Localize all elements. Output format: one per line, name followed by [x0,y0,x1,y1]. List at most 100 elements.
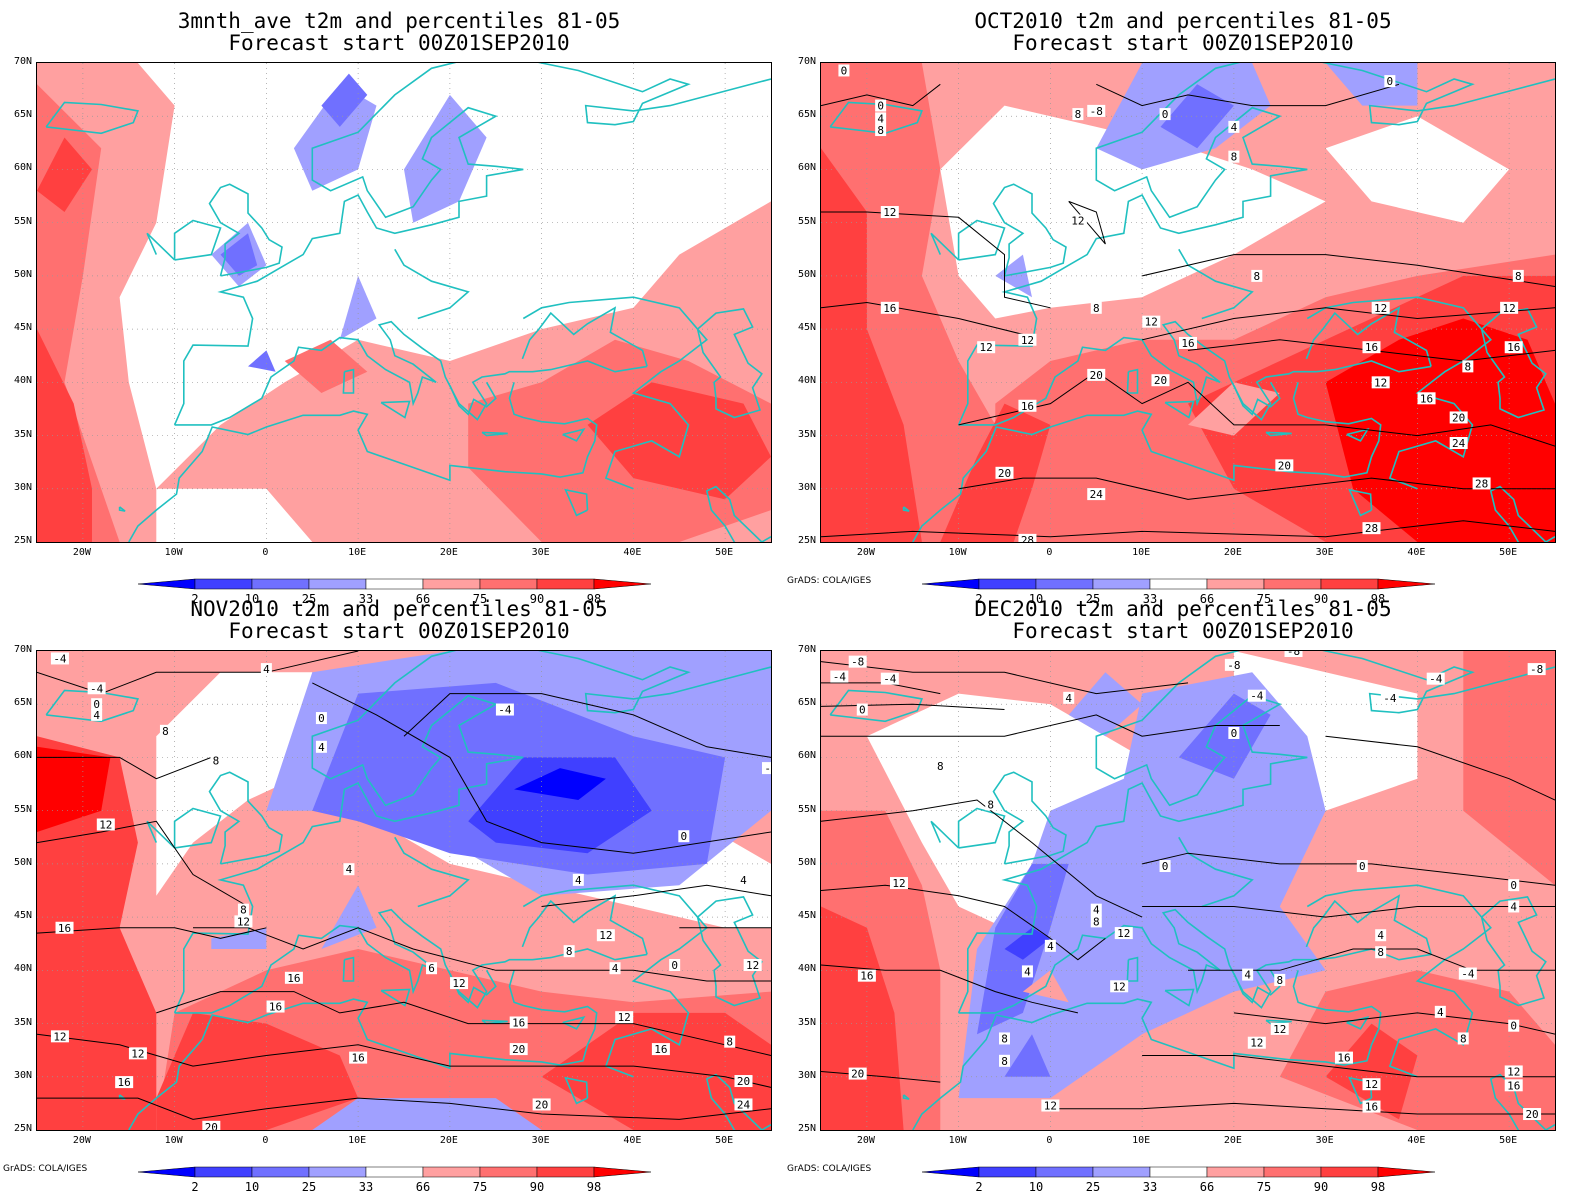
lat-tick-label: 60N [797,162,816,174]
colorbar-label: 75 [1257,592,1271,605]
lat-tick-label: 55N [13,803,32,815]
coastline [957,219,1006,261]
colorbar-label: 75 [473,1180,487,1193]
contour-label: 0 [1508,1019,1520,1033]
coastline [380,988,411,1007]
contour-label: 8 [563,945,575,958]
svg-text:12: 12 [883,206,896,219]
contour-label: 20 [995,466,1014,480]
colorbar-segment [251,1166,310,1178]
svg-text:16: 16 [1021,400,1034,413]
coastline [1265,1019,1292,1025]
colorbar-label: 2 [191,592,198,605]
lat-tick-label: 50N [797,856,816,868]
svg-text:20: 20 [1452,411,1465,424]
contour-label: 12 [743,959,762,972]
lon-tick-label: 20W [856,1135,875,1146]
shaded-region [1160,84,1234,149]
shaded-region [940,105,1326,319]
lat-tick-label: 25N [797,535,816,546]
contour-line [958,371,1555,447]
coastline [564,488,589,517]
lon-tick-label: 10E [348,1135,367,1146]
contour-label: 20 [1151,374,1170,387]
grads-credit: GrADS: COLA/IGES [787,576,872,586]
lat-tick-label: 50N [13,856,32,868]
contour-label: 16 [1179,336,1197,350]
lat-tick-label: 50N [13,268,32,280]
svg-text:-4: -4 [1429,673,1443,686]
contour-label: 12 [596,929,615,942]
coastline [1480,896,1547,1007]
svg-text:-4: -4 [1250,690,1264,703]
contour-label: 4 [737,873,749,887]
colorbar-segment [536,1166,595,1178]
contour-label: -4 [1247,689,1266,703]
svg-text:-4: -4 [1383,692,1397,705]
lon-tick-label: 50E [715,547,734,558]
shaded-region [821,906,904,1130]
contour-label: 0 [678,830,690,843]
contour-line [1096,83,1400,107]
panel-subtitle: Forecast start 00Z01SEP2010 [228,619,570,643]
colorbar-segment [1149,1166,1208,1178]
coastline [1489,1073,1555,1130]
contour-label: 8 [1462,360,1474,373]
svg-text:20: 20 [1278,459,1291,472]
contour-label: 8 [237,903,249,917]
svg-text:8: 8 [1254,270,1261,283]
contour-label: -4 [1380,691,1399,705]
contour-label: 8 [1072,108,1084,121]
svg-text:16: 16 [1337,1052,1350,1065]
lat-tick-label: 60N [797,750,816,762]
svg-text:4: 4 [1231,121,1238,134]
contour-line [37,651,359,695]
coastline [992,183,1067,277]
map-panel: DEC2010 t2m and percentiles 81-05 Forecas… [784,588,1582,1194]
contour-label: 12 [615,1011,634,1024]
contour-line [403,693,771,758]
coastline [128,382,598,542]
contour-label: -8 [1527,663,1546,676]
svg-text:28: 28 [1475,477,1488,490]
colorbar-label: 98 [587,592,601,605]
contour-label: 20 [509,1043,528,1056]
contour-label: 0 [856,703,868,717]
shaded-region [156,1012,359,1130]
svg-text:20: 20 [737,1075,750,1088]
svg-text:8: 8 [987,798,994,811]
contour-label: 12 [1068,214,1087,228]
contour-label: 20 [734,1075,753,1088]
svg-text:6: 6 [428,962,435,975]
svg-text:8: 8 [213,755,220,768]
contour-label: 8 [999,1054,1010,1068]
contour-label: 4 [1508,900,1520,913]
coastline [449,381,497,416]
svg-text:0: 0 [681,830,688,843]
contour-label: 12 [1142,315,1161,329]
contour-label: 12 [450,977,469,990]
contour-label: -4 [87,682,106,695]
svg-text:0: 0 [93,698,100,711]
shaded-region [37,137,92,212]
contour-label: -4 [880,672,899,686]
shaded-region [37,329,92,542]
contour-line [821,661,1189,695]
svg-text:12: 12 [892,877,905,890]
coastline [208,183,283,277]
coastline [957,807,1006,849]
svg-text:0: 0 [841,64,848,77]
coastline [1178,836,1254,908]
contour-label: -4 [762,762,771,775]
svg-text:4: 4 [1024,965,1031,978]
panel-title: OCT2010 t2m and percentiles 81-05 [974,9,1392,33]
colorbar: 2 10 25 33 66 75 90 98 [921,1166,1436,1194]
coastline [208,771,283,865]
lat-tick-label: 35N [13,428,32,440]
lat-tick-label: 55N [797,803,816,815]
contour-label: 8 [934,759,946,773]
shaded-region [312,1098,542,1130]
colorbar-segment [1377,1166,1436,1178]
contour-label: -4 [1458,967,1477,981]
